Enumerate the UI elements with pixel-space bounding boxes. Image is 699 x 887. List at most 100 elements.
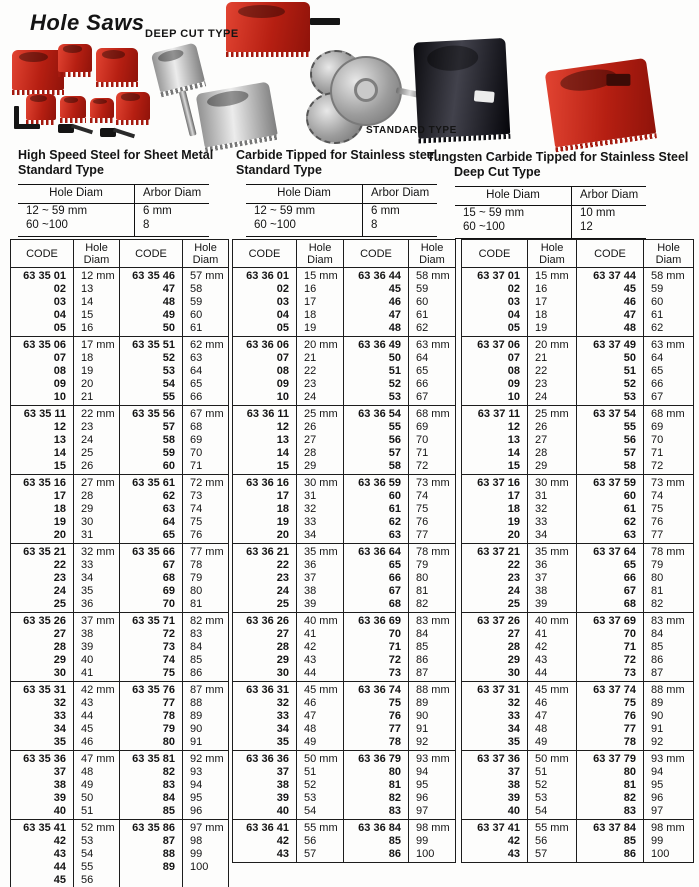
hole-diam-value: 77 [416,529,429,541]
code-value: 63 35 71 [132,615,175,627]
code-value: 85 [388,835,401,847]
hole-diam-value: 98 mm [416,822,450,834]
code-value: 71 [623,641,636,653]
code-cell: 63 36 21 22 23 24 25 [232,543,297,613]
hole-diam-value: 65 [651,365,664,377]
hole-diam-value: 57 mm [190,270,224,282]
hole-diam-value: 54 [535,805,548,817]
code-block-row: 63 35 41 42 43 44 45 52 mm 53 54 55 56 63 35 86 87 8… [10,819,229,887]
spec-cell: 15 ~ 59 mm [463,207,525,219]
code-value: 63 37 36 [477,753,520,765]
code-value: 75 [162,667,175,679]
diam-cell: 55 mm 56 57 [527,819,577,863]
hole-diam-value: 100 [651,848,670,860]
code-value: 85 [623,835,636,847]
code-value: 14 [53,447,66,459]
hole-diam-value: 46 [81,736,94,748]
code-value: 33 [276,710,289,722]
hole-diam-value: 86 [416,654,429,666]
code-cell: 63 37 84 85 86 [576,819,644,863]
code-value: 25 [507,598,520,610]
section-heading-carbide: Carbide Tipped for Stainless steel Stand… [236,148,456,178]
code-value: 72 [162,628,175,640]
hole-diam-value: 30 [81,516,94,528]
hole-diam-value: 79 [190,572,203,584]
code-value: 65 [623,559,636,571]
hole-diam-value: 41 [535,628,548,640]
code-block-row: 63 37 06 07 08 09 10 20 mm 21 22 23 24 63 37 49 50 5… [461,336,694,406]
hole-diam-value: 30 mm [304,477,338,489]
code-value: 63 36 84 [358,822,401,834]
code-value: 47 [388,309,401,321]
hole-diam-value: 39 [535,598,548,610]
hole-diam-value: 15 mm [304,270,338,282]
hole-diam-value: 24 [81,434,94,446]
hole-diam-value: 47 [535,710,548,722]
code-value: 80 [623,766,636,778]
code-block-row: 63 37 16 17 18 19 20 30 mm 31 32 33 34 63 37 59 60 6… [461,474,694,544]
hole-diam-value: 18 [535,309,548,321]
hole-diam-value: 45 [81,723,94,735]
code-value: 08 [507,365,520,377]
code-block-row: 63 36 36 37 38 39 40 50 mm 51 52 53 54 63 36 79 80 8… [232,750,456,820]
hole-diam-value: 21 [304,352,317,364]
code-cell: 63 35 31 32 33 34 35 [10,681,74,751]
hole-diam-value: 36 [81,598,94,610]
hole-diam-value: 69 [651,421,664,433]
spec-col-header: Arbor Diam [134,184,210,204]
code-value: 60 [623,490,636,502]
side-slot-icon [606,73,631,86]
hole-saw-cup-icon [26,94,56,125]
hole-diam-value: 82 [416,598,429,610]
code-value: 63 37 01 [477,270,520,282]
code-value: 29 [276,654,289,666]
code-value: 04 [507,309,520,321]
code-value: 02 [507,283,520,295]
code-cell: 63 35 01 02 03 04 05 [10,267,74,337]
code-cell: 63 35 06 07 08 09 10 [10,336,74,406]
code-cell: 63 35 71 72 73 74 75 [119,612,183,682]
code-value: 63 37 16 [477,477,520,489]
hole-diam-value: 69 [190,434,203,446]
hole-diam-value: 67 mm [190,408,224,420]
hole-diam-value: 19 [81,365,94,377]
code-value: 23 [276,572,289,584]
spec-cell: 60 ~100 [246,218,363,237]
code-value: 51 [388,365,401,377]
diam-cell: 93 mm 94 95 96 97 [643,750,694,820]
code-value: 28 [53,641,66,653]
spec-col-header: Arbor Diam [571,186,647,206]
hole-diam-value: 87 mm [190,684,224,696]
code-cell: 63 35 51 52 53 54 55 [119,336,183,406]
code-value: 14 [507,447,520,459]
hole-diam-value: 81 [416,585,429,597]
code-value: 38 [53,779,66,791]
hole-saw-cup-icon [96,48,138,87]
code-value: 83 [623,805,636,817]
code-value: 63 37 54 [593,408,636,420]
hole-diam-value: 64 [190,365,203,377]
hole-diam-value: 77 mm [190,546,224,558]
hole-diam-value: 38 [535,585,548,597]
code-value: 63 36 59 [358,477,401,489]
code-block-row: 63 36 11 12 13 14 15 25 mm 26 27 28 29 63 36 54 55 5… [232,405,456,475]
code-cell: 63 37 16 17 18 19 20 [461,474,528,544]
code-value: 63 36 21 [246,546,289,558]
spec-table-carbide: Hole Diam Arbor Diam 12 ~ 59 mm 6 mm 60 … [246,184,438,237]
hole-diam-value: 89 [190,710,203,722]
code-value: 83 [388,805,401,817]
code-value: 82 [388,792,401,804]
code-value: 09 [507,378,520,390]
code-cell: 63 37 49 50 51 52 53 [576,336,644,406]
hole-diam-value: 29 [81,503,94,515]
hole-diam-value: 41 [304,628,317,640]
hole-diam-value: 80 [651,572,664,584]
code-value: 63 [162,503,175,515]
hole-diam-value: 70 [416,434,429,446]
code-value: 30 [53,667,66,679]
hole-diam-value: 66 [190,391,203,403]
hole-diam-value: 66 [416,378,429,390]
code-value: 63 36 26 [246,615,289,627]
hole-diam-value: 23 [535,378,548,390]
